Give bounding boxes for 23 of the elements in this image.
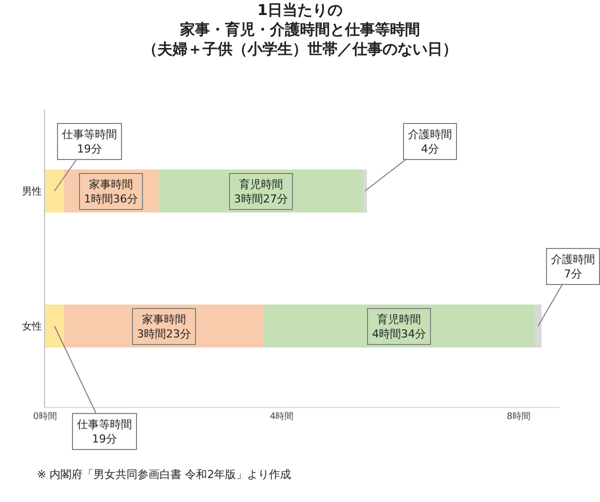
- bar: [45, 169, 64, 213]
- x-tick-label: 8時間: [506, 410, 530, 422]
- chart-title: 1日当たりの家事・育児・介護時間と仕事等時間: [179, 1, 420, 39]
- bar: [534, 304, 542, 348]
- x-tick-label: 0時間: [33, 410, 57, 422]
- bar: [158, 169, 363, 213]
- x-tick-label: 4時間: [270, 410, 294, 422]
- data-label: 仕事等時間 19分: [62, 128, 117, 156]
- chart-subtitle: （夫婦＋子供（小学生）世帯／仕事のない日）: [142, 40, 458, 58]
- y-tick-label: 女性: [22, 320, 42, 332]
- data-label: 育児時間 4時間34分: [372, 313, 426, 340]
- data-label: 介護時間 7分: [551, 253, 595, 280]
- data-label: 家事時間 1時間36分: [84, 178, 138, 206]
- bar: [64, 304, 264, 348]
- data-label: 家事時間 3時間23分: [137, 313, 191, 340]
- data-label: 仕事等時間 19分: [77, 418, 132, 446]
- text: ※ 内閣府「男女共同参画白書 令和2年版」より作成: [37, 468, 292, 481]
- data-label: 介護時間 4分: [408, 128, 452, 156]
- bar: [362, 169, 368, 213]
- bar: [264, 304, 535, 348]
- bar: [45, 304, 64, 348]
- y-tick-label: 男性: [22, 186, 42, 198]
- data-label: 育児時間 3時間27分: [234, 178, 288, 206]
